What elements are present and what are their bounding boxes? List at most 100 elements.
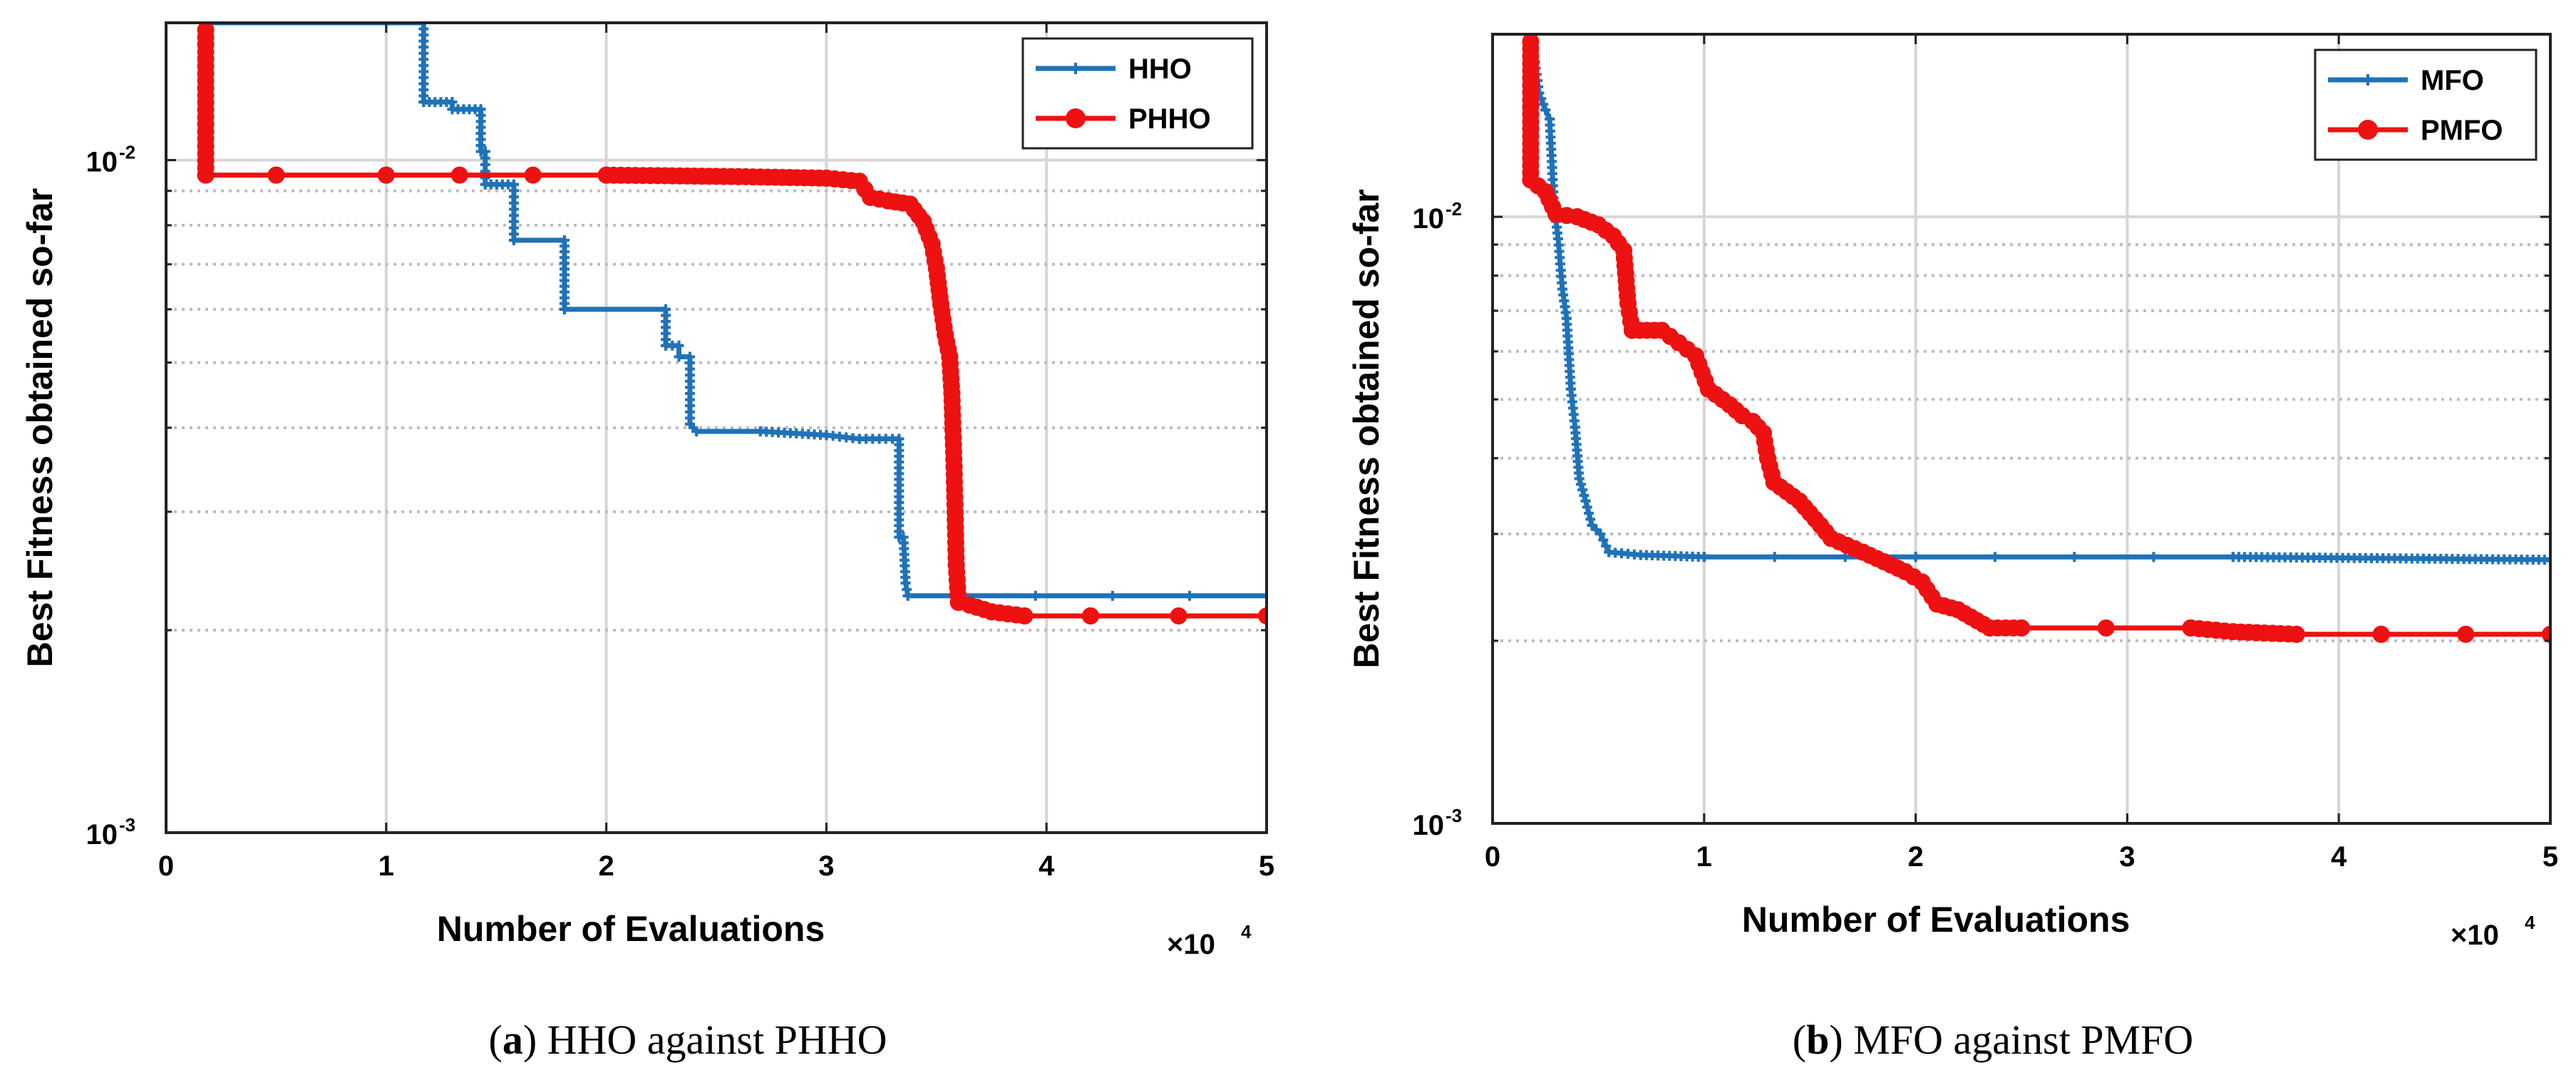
marker-plus: [1575, 479, 1586, 490]
legend: MFO PMFO: [2314, 48, 2538, 161]
y-tick-exp: -2: [119, 142, 135, 163]
caption: (b) MFO against PMFO: [1793, 1017, 2193, 1063]
x-axis-label: Number of Evaluations: [437, 909, 825, 949]
legend-box: [1021, 37, 1254, 150]
marker-plus: [674, 351, 684, 362]
svg-text:4: 4: [1241, 921, 1252, 942]
x-tick-label: 2: [1907, 841, 1923, 873]
marker-plus: [1540, 105, 1551, 115]
chart-panel-a: 0 1 2 3 4 510-310-2 Number of Evaluations Bes…: [20, 21, 1274, 1063]
series-hho: [210, 23, 1267, 601]
legend-marker-plus: [1070, 63, 1081, 74]
marker-plus: [2148, 552, 2159, 562]
series-markers-mfo: [1526, 36, 2550, 565]
svg-text:×10: ×10: [1167, 929, 1215, 960]
marker-circle: [2013, 619, 2030, 637]
y-tick-label: 10 -2: [1413, 198, 1463, 235]
legend-marker-plus: [2362, 74, 2374, 86]
caption: (a) HHO against PHHO: [488, 1017, 887, 1063]
marker-circle: [2287, 625, 2305, 643]
marker-plus: [2069, 552, 2080, 562]
plot-frame: [1491, 33, 2552, 825]
marker-plus: [1769, 552, 1780, 562]
marker-circle: [2542, 625, 2550, 643]
marker-plus: [1262, 590, 1267, 601]
y-axis-label: Best Fitness obtained so-far: [1346, 189, 1386, 668]
legend-entry-pmfo: PMFO: [2328, 115, 2503, 146]
marker-plus: [1584, 508, 1594, 518]
svg-text:4: 4: [2525, 912, 2535, 933]
legend-box: [2314, 48, 2538, 161]
legend-label: PHHO: [1128, 103, 1211, 135]
marker-plus: [1585, 514, 1596, 525]
x-tick-label: 1: [1696, 841, 1712, 873]
marker-plus: [1595, 529, 1606, 540]
marker-circle: [2372, 625, 2390, 643]
x-tick-label: 4: [2331, 841, 2347, 873]
marker-plus: [1699, 552, 1709, 562]
svg-text:×10: ×10: [2451, 920, 2499, 951]
marker-circle: [1016, 607, 1034, 625]
legend-entry-mfo: MFO: [2328, 65, 2484, 96]
x-tick-label: 4: [1039, 850, 1055, 882]
marker-plus: [1580, 495, 1591, 506]
x-axis-multiplier: ×10 4: [2451, 912, 2535, 951]
y-tick-label: 10 -3: [1413, 805, 1463, 841]
marker-plus: [1910, 552, 1921, 562]
series-phho: [197, 23, 1267, 625]
marker-plus: [559, 304, 570, 314]
legend-entry-hho: HHO: [1036, 53, 1192, 85]
marker-circle: [197, 166, 215, 184]
x-tick-label: 5: [2542, 841, 2558, 873]
x-tick-label: 3: [818, 850, 834, 882]
series-mfo: [1526, 34, 2550, 565]
marker-plus: [1538, 99, 1549, 110]
y-tick-base: 10: [86, 147, 118, 178]
legend-marker-circle: [2358, 120, 2378, 140]
legend: HHO PHHO: [1021, 37, 1254, 150]
y-tick-base: 10: [86, 819, 118, 850]
marker-plus: [1582, 502, 1592, 513]
y-tick-label: 10 -2: [86, 142, 136, 178]
x-tick-label: 3: [2119, 841, 2135, 873]
marker-plus: [1184, 590, 1195, 601]
marker-plus: [1989, 552, 2000, 562]
marker-circle: [1081, 607, 1099, 625]
y-tick-base: 10: [1413, 203, 1445, 235]
marker-circle: [450, 166, 468, 184]
marker-plus: [684, 418, 695, 429]
y-tick-exp: -3: [119, 814, 135, 836]
x-tick-label: 0: [1485, 841, 1500, 873]
marker-circle: [1258, 607, 1267, 625]
legend-marker-circle: [1066, 108, 1086, 128]
marker-circle: [524, 166, 542, 184]
legend-label: HHO: [1128, 53, 1192, 85]
series-markers-phho: [197, 23, 1267, 625]
marker-circle: [377, 166, 395, 184]
y-tick-exp: -3: [1446, 805, 1462, 826]
marker-plus: [1577, 485, 1588, 495]
y-tick-exp: -2: [1446, 198, 1462, 220]
x-tick-label: 1: [378, 850, 394, 882]
legend-label: MFO: [2421, 65, 2484, 96]
x-axis-multiplier: ×10 4: [1167, 921, 1252, 960]
series-markers-pmfo: [1522, 34, 2550, 643]
y-tick-base: 10: [1413, 810, 1445, 841]
marker-plus: [902, 590, 913, 601]
series-pmfo: [1522, 34, 2550, 643]
y-tick-label: 10 -3: [86, 814, 136, 850]
marker-plus: [1107, 590, 1118, 601]
marker-plus: [2545, 555, 2550, 565]
legend-entry-phho: PHHO: [1036, 103, 1211, 135]
x-tick-label: 5: [1259, 850, 1274, 882]
x-tick-label: 2: [598, 850, 614, 882]
marker-circle: [2097, 619, 2115, 637]
marker-plus: [1601, 541, 1612, 552]
marker-plus: [1574, 473, 1585, 484]
marker-plus: [674, 340, 684, 351]
marker-plus: [691, 426, 702, 437]
series-markers-hho: [418, 24, 1267, 601]
marker-plus: [1598, 535, 1609, 545]
marker-circle: [1170, 607, 1187, 625]
